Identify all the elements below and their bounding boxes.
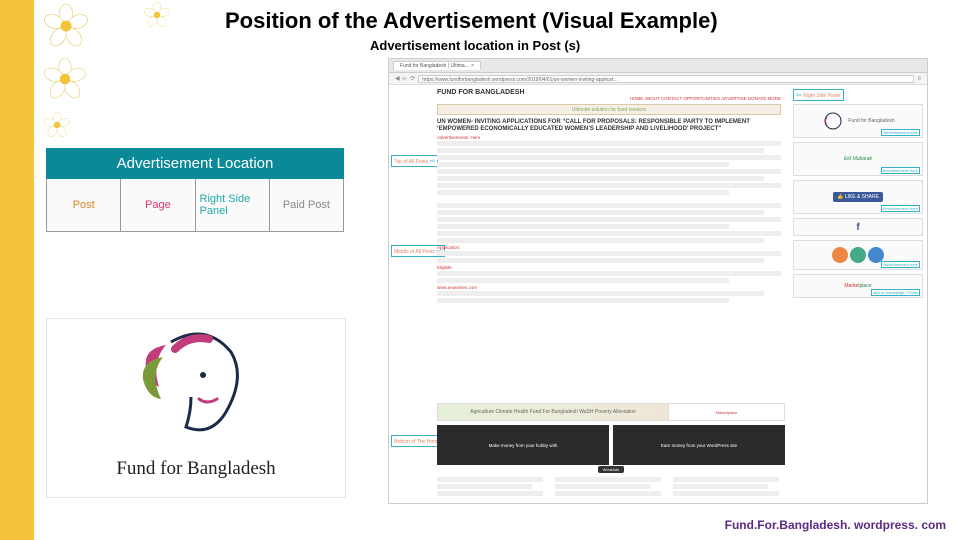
- site-header: FUND FOR BANGLADESH: [437, 89, 781, 96]
- browser-tab[interactable]: Fund for Bangladesh | Ultima… ×: [393, 61, 481, 70]
- nav-reload-icon[interactable]: ⟳: [410, 75, 415, 82]
- site-tagline-banner: Ultimate solution for fund seekers: [437, 104, 781, 115]
- footer-url: Fund.For.Bangladesh. wordpress. com: [725, 518, 946, 532]
- browser-urlbar: ◀ ▶ ⟳ https://www.fundforbangladesh.word…: [389, 73, 927, 85]
- text-line: [437, 176, 764, 181]
- text-line: [437, 217, 781, 222]
- ad-location-cell-rightpanel: Right Side Panel: [196, 179, 270, 231]
- page-right-column: ⇦ Right Side Panel Fund for Bangladesh A…: [789, 85, 927, 503]
- callout-ad-here: Advertisement Here: [881, 167, 920, 174]
- side-card: Marketplace add in Homepage / Posts: [793, 274, 923, 298]
- ffb-face-icon: [131, 327, 261, 447]
- flower-icon: [44, 58, 86, 100]
- side-card: Advertisement here: [793, 240, 923, 270]
- text-line: [437, 210, 764, 215]
- wordads-button[interactable]: WordAds: [598, 466, 624, 473]
- gold-sidebar-strip: [0, 0, 34, 540]
- black-promo-row: Make money from your hobby with Earn mon…: [437, 425, 785, 465]
- slide-subtitle: Advertisement location in Post (s): [370, 38, 580, 53]
- wordcloud-panel: Agriculture Climate Health Fund For Bang…: [438, 404, 668, 420]
- promo-graphic-icon: [828, 243, 888, 267]
- side-card: Fund for Bangladesh Advertisement here: [793, 104, 923, 138]
- text-line: [437, 291, 764, 296]
- slide-title: Position of the Advertisement (Visual Ex…: [225, 8, 718, 34]
- browser-mockup: Fund for Bangladesh | Ultima… × ◀ ▶ ⟳ ht…: [388, 58, 928, 504]
- nav-fwd-icon[interactable]: ▶: [403, 75, 408, 82]
- facebook-icon[interactable]: f: [856, 222, 859, 233]
- page-main-column: FUND FOR BANGLADESH HOME ABOUT CONTACT O…: [433, 85, 789, 503]
- text-line: [437, 155, 781, 160]
- ad-location-cell-page: Page: [121, 179, 195, 231]
- nav-back-icon[interactable]: ◀: [395, 75, 400, 82]
- ad-location-header: Advertisement Location: [46, 148, 344, 179]
- home-strip: Agriculture Climate Health Fund For Bang…: [437, 403, 785, 421]
- flower-icon: [44, 112, 70, 138]
- text-line: [437, 298, 729, 303]
- ffb-mini-icon: [821, 111, 845, 131]
- section-label: Eligible:: [437, 265, 781, 270]
- callout-ad-here: Advertisement here: [881, 129, 920, 136]
- section-label: Advertisements. Here: [437, 135, 781, 140]
- text-line: [437, 251, 781, 256]
- text-line: [437, 169, 781, 174]
- section-label: Application:: [437, 245, 781, 250]
- promo-panel: Marketplace: [668, 404, 784, 420]
- ad-location-panel: Advertisement Location Post Page Right S…: [46, 148, 344, 232]
- text-line: [437, 148, 764, 153]
- flower-icon: [144, 2, 170, 28]
- ffb-brand-text: Fund for Bangladesh: [47, 458, 345, 480]
- callout-top-of-posts: Top of All Posts ⇨: [391, 155, 438, 167]
- side-card: f: [793, 218, 923, 236]
- ad-location-row: Post Page Right Side Panel Paid Post: [46, 179, 344, 232]
- text-line: [437, 190, 729, 195]
- text-line: [437, 271, 781, 276]
- callout-ad-here: Advertisement here: [881, 261, 920, 268]
- site-nav-links[interactable]: HOME ABOUT CONTACT OPPORTUNITIES ADVERTI…: [437, 96, 781, 101]
- post-title: UN WOMEN- INVITING APPLICATIONS FOR “CAL…: [437, 119, 781, 133]
- text-line: [437, 183, 781, 188]
- text-line: [437, 203, 781, 208]
- text-line: [437, 278, 729, 283]
- ad-location-cell-post: Post: [47, 179, 121, 231]
- ffb-logo-card: Fund for Bangladesh: [46, 318, 346, 498]
- text-line: [437, 141, 781, 146]
- nav-menu-icon[interactable]: ≡: [917, 76, 921, 82]
- promo-button-row: WordAds: [437, 466, 785, 473]
- callout-ad-home: add in Homepage / Posts: [871, 289, 920, 296]
- side-card: Eid Mubarak Advertisement Here: [793, 142, 923, 176]
- text-line: [437, 231, 781, 236]
- side-card: 👍 LIKE & SHARE Advertisement Here: [793, 180, 923, 214]
- url-field[interactable]: https://www.fundforbangladesh.wordpress.…: [418, 75, 914, 83]
- text-line: [437, 162, 729, 167]
- ad-location-cell-paidpost: Paid Post: [270, 179, 343, 231]
- text-line: [437, 238, 764, 243]
- promo-box-1: Make money from your hobby with: [437, 425, 609, 465]
- browser-tabbar: Fund for Bangladesh | Ultima… ×: [389, 59, 927, 73]
- section-label: www.unwomen.com: [437, 285, 781, 290]
- callout-ad-here: Advertisement Here: [881, 205, 920, 212]
- page-left-gutter: Top of All Posts ⇨ Middle of All Posts ⇨…: [389, 85, 433, 503]
- text-line: [437, 258, 764, 263]
- text-line: [437, 224, 729, 229]
- callout-right-panel: ⇦ Right Side Panel: [793, 89, 844, 101]
- promo-box-2: Earn money from your WordPress site: [613, 425, 785, 465]
- flower-icon: [44, 4, 88, 48]
